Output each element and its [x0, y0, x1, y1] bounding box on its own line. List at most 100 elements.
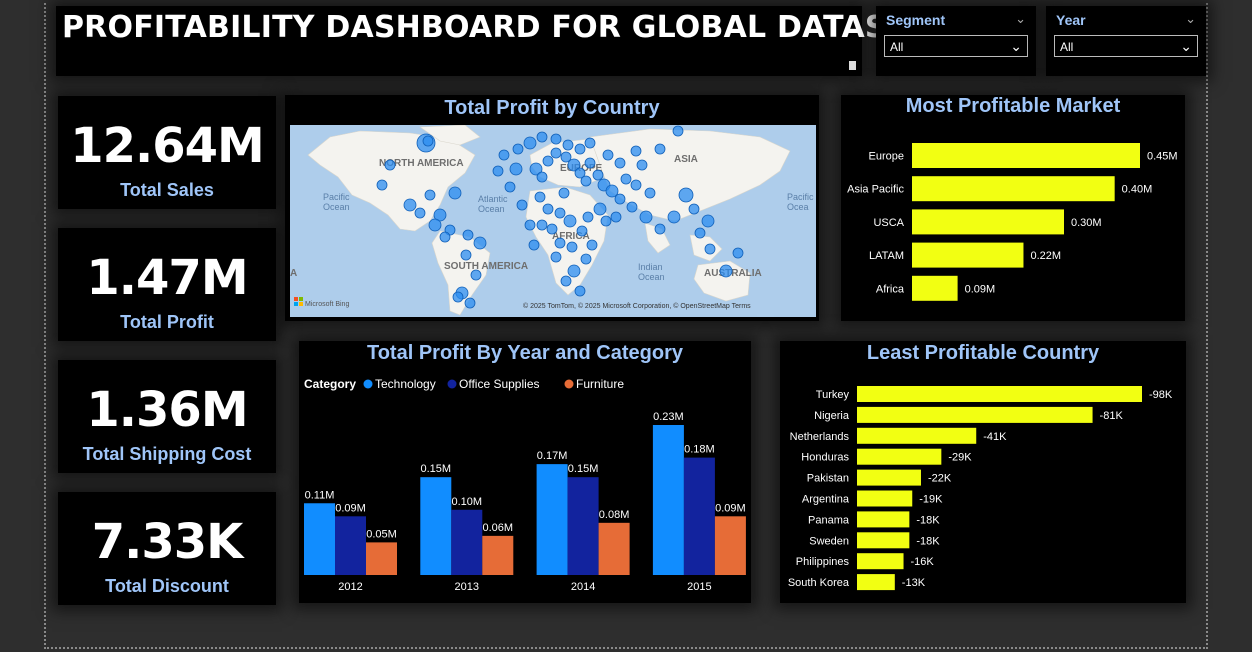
map-bubble-35 — [667, 210, 681, 224]
kpi-total-shipping-cost: 1.36M Total Shipping Cost — [58, 360, 276, 473]
map-bubble-71 — [492, 165, 504, 177]
legend-marker — [447, 379, 457, 389]
column-bar — [714, 516, 746, 575]
kpi-value: 7.33K — [91, 514, 244, 570]
map-bubble-67 — [582, 211, 594, 223]
most-profitable-market-visual[interactable]: Most Profitable Market Europe 0.45M Asia P… — [841, 95, 1185, 321]
market-bar — [912, 176, 1115, 202]
profit-bubbles — [376, 125, 744, 309]
column-value-label: 0.10M — [452, 496, 483, 508]
kpi-label: Total Sales — [120, 180, 214, 200]
kpi-total-profit: 1.47M Total Profit — [58, 228, 276, 341]
column-value-label: 0.08M — [599, 509, 630, 521]
map-bubble-44 — [620, 173, 632, 185]
ocean-label-pacific-east: Pacific Ocea — [787, 192, 814, 212]
map-bubble-78 — [562, 139, 574, 151]
region-label-north-america: NORTH AMERICA — [379, 158, 464, 169]
map-attribution: © 2025 TomTom, © 2025 Microsoft Corporat… — [523, 302, 751, 310]
year-slicer: Year ⌄ All ⌄ — [1046, 6, 1206, 76]
country-bar — [857, 532, 910, 549]
ocean-labels: Pacific Ocean Atlantic Ocean Indian Ocean P… — [323, 192, 814, 282]
map-bubble-17 — [439, 231, 451, 243]
map-bubble-22 — [550, 147, 562, 159]
column-value-label: 0.05M — [366, 528, 397, 540]
visual-title: Total Profit By Year and Category — [366, 342, 683, 364]
country-value-label: -18K — [916, 514, 940, 526]
year-axis-label: 2015 — [687, 581, 711, 593]
least-profitable-country-visual[interactable]: Least Profitable Country Turkey -98K Niger… — [780, 341, 1186, 603]
country-value-label: -41K — [983, 431, 1007, 443]
region-label-south-america: SOUTH AMERICA — [444, 261, 528, 272]
country-value-label: -13K — [902, 577, 926, 589]
collapse-chevron-icon[interactable]: ⌄ — [1185, 11, 1196, 26]
market-value-label: 0.09M — [965, 283, 996, 295]
country-bar — [857, 511, 910, 528]
map-bubble-74 — [512, 143, 524, 155]
column-value-label: 0.11M — [305, 489, 335, 501]
column-bar — [482, 535, 514, 575]
country-bar — [857, 574, 895, 591]
map-bubble-46 — [644, 187, 656, 199]
year-dropdown[interactable]: All ⌄ — [1054, 35, 1198, 57]
visual-title: Most Profitable Market — [905, 95, 1121, 117]
map-bubble-20 — [536, 171, 548, 183]
map-bubble-40 — [704, 243, 716, 255]
segment-slicer-label: Segment — [886, 12, 946, 28]
column-value-label: 0.23M — [653, 411, 684, 423]
map-bubble-72 — [509, 162, 523, 176]
map-bubble-80 — [584, 137, 596, 149]
map-bubble-65 — [550, 251, 562, 263]
kpi-value: 1.36M — [86, 382, 248, 438]
market-bar — [912, 209, 1064, 235]
map-bubble-32 — [626, 201, 638, 213]
map-bubble-49 — [554, 207, 566, 219]
profit-map-visual[interactable]: Total Profit by Country NORTH AMERICA EU… — [285, 95, 819, 321]
legend-marker — [564, 379, 574, 389]
map-bubble-8 — [470, 269, 482, 281]
map-bubble-28 — [592, 169, 604, 181]
year-category-column-chart: Category Technology Office Supplies Furnitu… — [304, 377, 746, 593]
map-bubble-34 — [654, 223, 666, 235]
column-value-label: 0.06M — [483, 522, 514, 534]
map-bubble-50 — [563, 214, 577, 228]
world-map[interactable]: NORTH AMERICA EUROPE ASIA AFRICA SOUTH A… — [290, 125, 816, 317]
map-bubble-53 — [580, 253, 592, 265]
map-bubble-55 — [560, 275, 572, 287]
map-bubble-42 — [732, 247, 744, 259]
country-category-label: Honduras — [801, 452, 849, 464]
segment-dropdown[interactable]: All ⌄ — [884, 35, 1028, 57]
market-bar — [912, 143, 1140, 168]
segment-dropdown-value: All — [890, 40, 904, 54]
collapse-chevron-icon[interactable]: ⌄ — [1015, 11, 1026, 26]
profit-year-category-visual[interactable]: Total Profit By Year and Category Catego… — [299, 341, 751, 603]
land-masses — [307, 125, 791, 316]
country-value-label: -29K — [948, 452, 972, 464]
column-bar — [451, 509, 483, 575]
country-category-label: Netherlands — [790, 431, 850, 443]
country-bar — [857, 427, 977, 444]
country-bar — [857, 386, 1142, 402]
map-bubble-45 — [630, 179, 642, 191]
map-bubble-3 — [428, 218, 442, 232]
resize-handle[interactable] — [849, 61, 856, 70]
column-bar — [683, 457, 715, 575]
country-value-label: -18K — [916, 535, 940, 547]
country-value-label: -16K — [911, 556, 935, 568]
market-value-label: 0.40M — [1122, 184, 1153, 196]
country-category-label: South Korea — [788, 577, 850, 589]
map-bubble-23 — [560, 151, 572, 163]
legend-title: Category — [304, 377, 356, 391]
column-bar — [536, 464, 568, 575]
map-bubble-48 — [542, 203, 554, 215]
region-label-africa: AFRICA — [552, 231, 590, 242]
market-bar — [912, 275, 958, 301]
country-category-label: Nigeria — [814, 410, 850, 422]
map-bubble-33 — [639, 210, 653, 224]
map-bubble-39 — [694, 227, 706, 239]
chevron-down-icon: ⌄ — [1010, 38, 1022, 54]
world-map-svg: NORTH AMERICA EUROPE ASIA AFRICA SOUTH A… — [290, 125, 814, 316]
map-bubble-60 — [524, 219, 536, 231]
map-bubble-76 — [536, 131, 548, 143]
map-bubble-38 — [701, 214, 715, 228]
map-bubble-6 — [473, 236, 487, 250]
